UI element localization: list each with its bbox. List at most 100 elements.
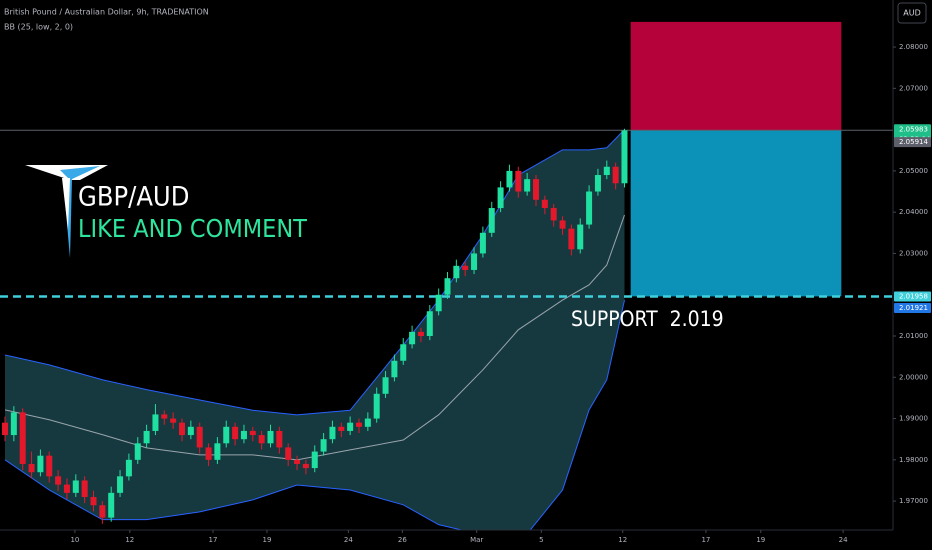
candle-body [10,412,17,436]
candle-body [471,253,478,270]
logo [25,165,108,258]
x-tick-label: 12 [618,536,627,544]
candle-body [258,435,265,444]
candle-body [409,331,416,345]
x-tick-label: Mar [470,536,483,544]
candle-body [37,455,44,473]
band-fill [5,129,625,530]
candle-body [161,414,168,419]
candle-body [46,455,53,477]
candle-body [320,439,327,452]
candle-body [178,422,185,436]
candle-body [329,426,336,440]
candle-body [81,480,88,497]
candle-body [479,232,486,254]
candle-body [196,426,203,448]
candle-body [497,187,504,209]
candle-body [373,393,380,419]
x-tick-label: 24 [344,536,353,544]
candle-body [577,224,584,250]
y-tick-label: 2.07000 [899,84,928,92]
stop-zone [630,21,842,131]
chart-title: British Pound / Australian Dollar, 9h, T… [4,8,209,17]
candle-body [391,360,398,378]
candle-body [524,179,531,192]
candle-body [515,170,522,192]
candle-body [302,463,309,469]
candle-body [621,130,628,184]
band-lower [4,299,625,530]
candle-body [72,480,79,493]
candle-body [90,496,97,506]
price-label-bg [894,291,931,302]
candle-body [559,220,566,229]
candle-body [170,418,177,423]
candle-body [417,331,424,336]
y-tick-label: 2.05000 [899,167,928,175]
candle-body [117,476,124,493]
current-price-label: 2.05983 [899,125,928,133]
candle-body [355,422,362,427]
candle-body [506,170,513,188]
candle-body [28,463,35,473]
x-tick-label: 5 [539,536,543,544]
candle-body [285,447,292,460]
candle-body [541,199,548,209]
candle-body [223,426,230,444]
candle-body [214,443,221,460]
candle-body [488,208,495,233]
candle-body [382,377,389,394]
price-label: 2.01921 [899,304,928,312]
y-tick-label: 1.99000 [899,415,928,423]
candle-body [453,265,460,279]
candle-body [294,459,301,464]
x-tick-label: 17 [701,536,710,544]
x-tick-label: 17 [209,536,218,544]
band-middle [4,214,625,461]
support-annotation: SUPPORT 2.019 [571,307,724,331]
headline: GBP/AUD [78,182,189,213]
candle-body [347,422,354,431]
y-tick-label: 1.97000 [899,497,928,505]
candle-body [550,208,557,221]
candle-body [612,166,619,184]
x-tick-label: 10 [70,536,79,544]
price-label: 2.05914 [899,138,928,146]
currency-label: AUD [903,9,921,18]
candle-body [586,191,593,225]
candle-body [400,344,407,361]
candle-body [338,426,345,431]
candle-body [267,430,274,444]
candle-body [2,422,9,436]
candle-body [240,430,247,440]
candle-body [55,476,62,485]
candle-body [125,459,132,477]
y-tick-label: 1.98000 [899,456,928,464]
currency-button[interactable] [897,2,927,24]
price-label-bg [894,137,931,148]
candle-body [187,426,194,436]
candle-body [152,414,159,431]
plot-area [0,21,893,530]
price-label-bg [894,302,931,313]
candle-body [364,418,371,427]
candle-body [249,430,256,436]
candle-body [594,175,601,192]
call-to-action: LIKE AND COMMENT [78,214,307,243]
x-tick-label: 19 [262,536,271,544]
candle-body [108,492,115,518]
candle-body [532,179,539,200]
x-tick-label: 24 [839,536,848,544]
candle-body [462,265,469,270]
candle-body [143,430,150,444]
y-tick-label: 2.01000 [899,332,928,340]
y-tick-label: 2.03000 [899,249,928,257]
candle-body [603,166,610,176]
candle-body [63,484,70,493]
candle-body [134,443,141,460]
candle-body [426,311,433,336]
y-tick-label: 2.04000 [899,208,928,216]
candle-body [444,278,451,295]
candle-body [435,294,442,312]
